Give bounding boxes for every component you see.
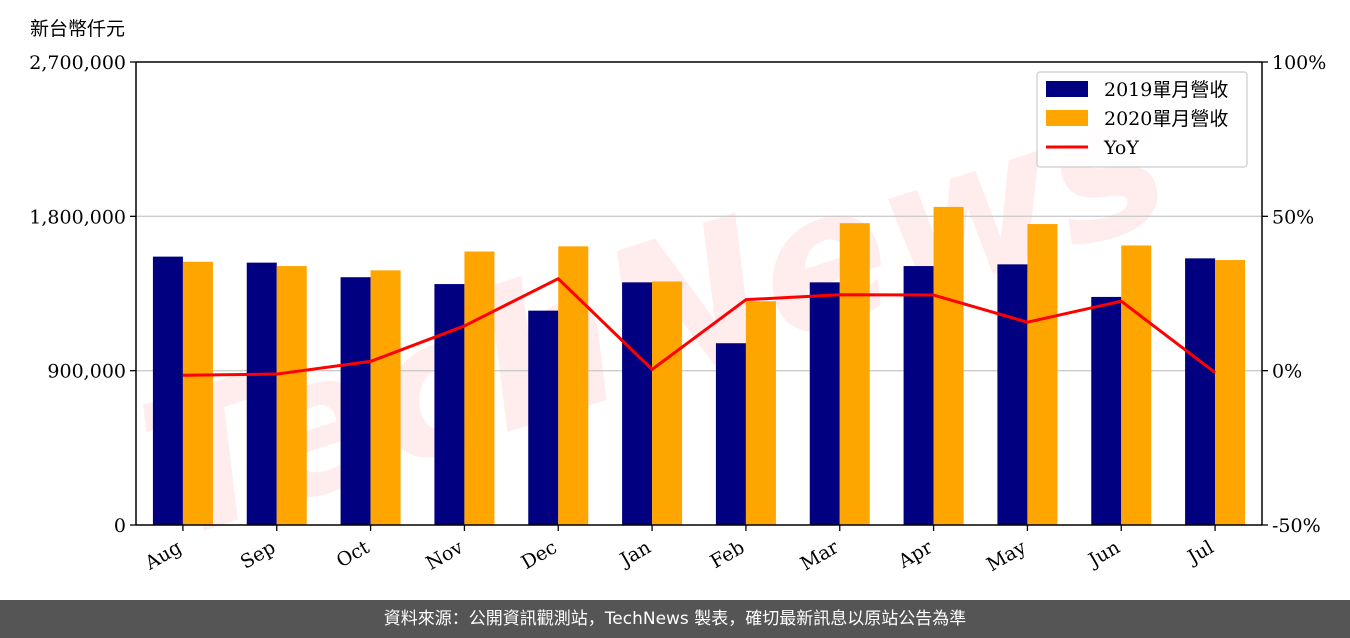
y2-tick-label: 100% <box>1272 52 1326 74</box>
revenue-chart: TechNews 0900,0001,800,0002,700,000-50%0… <box>29 47 1326 584</box>
y-tick-label: 1,800,000 <box>29 206 126 228</box>
bars <box>152 206 1246 526</box>
x-tick-label-nov: Nov <box>422 536 467 575</box>
bar-2020-feb <box>745 301 776 525</box>
legend: 2019單月營收 2020單月營收 YoY <box>1036 71 1248 168</box>
bar-2019-aug <box>152 256 183 525</box>
x-tick-label-dec: Dec <box>518 536 561 574</box>
bar-2020-jun <box>1121 245 1152 526</box>
x-tick-label-apr: Apr <box>894 536 937 573</box>
legend-swatch <box>1046 110 1088 126</box>
legend-box <box>1036 71 1248 168</box>
bar-2019-jan <box>622 282 653 525</box>
bar-2019-jun <box>1091 296 1122 525</box>
grid-lines <box>136 215 1262 372</box>
x-tick-label-jun: Jun <box>1083 536 1124 572</box>
legend-label: YoY <box>1103 137 1139 159</box>
bar-2019-oct <box>340 277 371 525</box>
bar-2020-jan <box>652 281 683 525</box>
yoy-line <box>182 277 1216 377</box>
bar-2020-apr <box>933 206 964 525</box>
bar-2020-nov <box>464 251 495 525</box>
x-tick-label-mar: Mar <box>797 536 843 575</box>
y2-tick-label: -50% <box>1272 515 1321 537</box>
bar-2019-feb <box>715 343 746 525</box>
bar-2020-dec <box>558 246 589 525</box>
bar-2020-sep <box>276 266 307 525</box>
legend-label: 2020單月營收 <box>1104 108 1228 130</box>
x-tick-label-jul: Jul <box>1182 536 1217 569</box>
bar-2019-mar <box>809 282 840 525</box>
y-tick-label: 900,000 <box>47 361 126 383</box>
y2-tick-label: 50% <box>1272 206 1314 228</box>
x-tick-label-jan: Jan <box>615 536 655 572</box>
bar-2019-dec <box>528 310 559 525</box>
bar-2019-jul <box>1185 258 1216 525</box>
bar-2019-sep <box>246 262 277 525</box>
y2-tick-label: 0% <box>1272 361 1302 383</box>
y-tick-label: 0 <box>114 515 126 537</box>
bar-2020-aug <box>182 261 213 525</box>
y-axis-unit-label: 新台幣仟元 <box>30 18 126 40</box>
bar-2019-may <box>997 264 1028 525</box>
x-tick-label-oct: Oct <box>333 536 374 572</box>
x-tick-label-may: May <box>983 536 1030 576</box>
y-tick-label: 2,700,000 <box>29 52 126 74</box>
bar-2019-apr <box>903 266 934 525</box>
bar-2020-jul <box>1215 260 1246 525</box>
legend-label: 2019單月營收 <box>1104 79 1228 101</box>
yoy-line-layer <box>182 277 1216 377</box>
bar-2019-nov <box>434 284 465 525</box>
bar-2020-may <box>1027 224 1058 526</box>
bar-2020-mar <box>839 223 870 525</box>
bar-2020-oct <box>370 270 401 525</box>
x-tick-label-feb: Feb <box>707 536 749 573</box>
source-footer: 資料來源：公開資訊觀測站，TechNews 製表，確切最新訊息以原站公告為準 <box>0 600 1350 638</box>
legend-swatch <box>1046 81 1088 97</box>
